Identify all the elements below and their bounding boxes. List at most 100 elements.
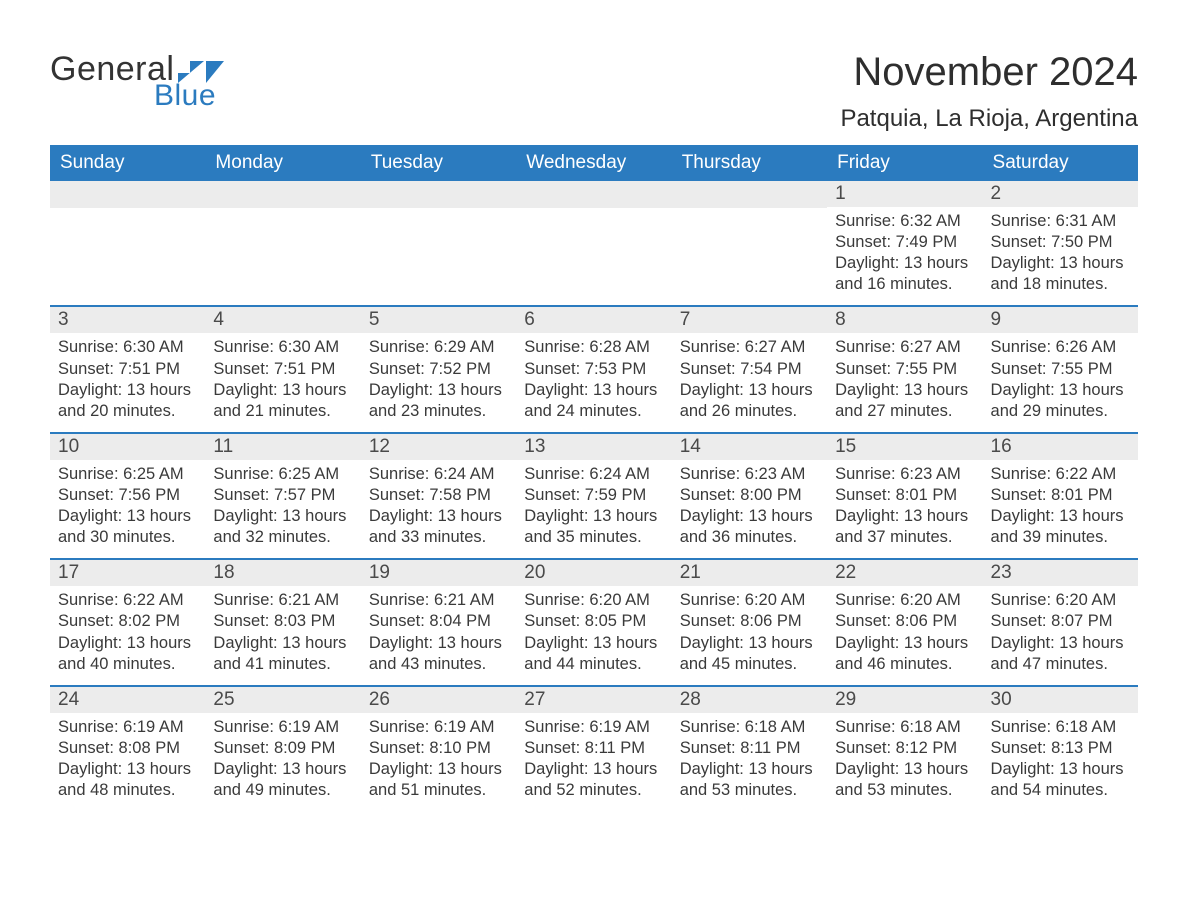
day-body: Sunrise: 6:30 AMSunset: 7:51 PMDaylight:… [50, 333, 205, 431]
empty-day-bar [50, 181, 205, 208]
day-day2: and 30 minutes. [58, 527, 197, 548]
day-cell: 22Sunrise: 6:20 AMSunset: 8:06 PMDayligh… [827, 558, 982, 684]
day-day2: and 32 minutes. [213, 527, 352, 548]
day-sunset: Sunset: 7:57 PM [213, 485, 352, 506]
day-day2: and 27 minutes. [835, 401, 974, 422]
day-day2: and 52 minutes. [524, 780, 663, 801]
weekday-thursday: Thursday [672, 145, 827, 181]
day-body: Sunrise: 6:22 AMSunset: 8:02 PMDaylight:… [50, 586, 205, 684]
day-cell: 15Sunrise: 6:23 AMSunset: 8:01 PMDayligh… [827, 432, 982, 558]
weeks: 1Sunrise: 6:32 AMSunset: 7:49 PMDaylight… [50, 181, 1138, 811]
day-number: 6 [516, 305, 671, 333]
day-sunset: Sunset: 8:08 PM [58, 738, 197, 759]
day-number: 16 [983, 432, 1138, 460]
day-sunset: Sunset: 7:58 PM [369, 485, 508, 506]
day-sunrise: Sunrise: 6:19 AM [369, 717, 508, 738]
weekday-monday: Monday [205, 145, 360, 181]
day-body: Sunrise: 6:25 AMSunset: 7:57 PMDaylight:… [205, 460, 360, 558]
day-sunrise: Sunrise: 6:18 AM [680, 717, 819, 738]
day-day1: Daylight: 13 hours [835, 380, 974, 401]
day-day1: Daylight: 13 hours [991, 633, 1130, 654]
day-sunset: Sunset: 8:00 PM [680, 485, 819, 506]
day-day1: Daylight: 13 hours [213, 759, 352, 780]
header-row: General Blue November 2024 Patquia, La R… [50, 50, 1138, 133]
day-number: 4 [205, 305, 360, 333]
day-cell: 26Sunrise: 6:19 AMSunset: 8:10 PMDayligh… [361, 685, 516, 811]
day-number: 18 [205, 558, 360, 586]
day-cell: 6Sunrise: 6:28 AMSunset: 7:53 PMDaylight… [516, 305, 671, 431]
day-sunrise: Sunrise: 6:18 AM [835, 717, 974, 738]
day-day2: and 45 minutes. [680, 654, 819, 675]
day-sunset: Sunset: 8:01 PM [835, 485, 974, 506]
day-cell: 29Sunrise: 6:18 AMSunset: 8:12 PMDayligh… [827, 685, 982, 811]
day-sunset: Sunset: 8:12 PM [835, 738, 974, 759]
day-body: Sunrise: 6:30 AMSunset: 7:51 PMDaylight:… [205, 333, 360, 431]
day-sunrise: Sunrise: 6:27 AM [835, 337, 974, 358]
day-day1: Daylight: 13 hours [991, 253, 1130, 274]
day-cell: 10Sunrise: 6:25 AMSunset: 7:56 PMDayligh… [50, 432, 205, 558]
day-sunset: Sunset: 8:10 PM [369, 738, 508, 759]
day-day1: Daylight: 13 hours [369, 506, 508, 527]
day-body: Sunrise: 6:21 AMSunset: 8:04 PMDaylight:… [361, 586, 516, 684]
day-day2: and 41 minutes. [213, 654, 352, 675]
day-body: Sunrise: 6:21 AMSunset: 8:03 PMDaylight:… [205, 586, 360, 684]
day-sunset: Sunset: 8:13 PM [991, 738, 1130, 759]
month-title: November 2024 [840, 50, 1138, 95]
day-sunrise: Sunrise: 6:19 AM [524, 717, 663, 738]
empty-day-bar [516, 181, 671, 208]
day-day2: and 44 minutes. [524, 654, 663, 675]
day-sunset: Sunset: 7:54 PM [680, 359, 819, 380]
day-day1: Daylight: 13 hours [680, 506, 819, 527]
day-day2: and 53 minutes. [835, 780, 974, 801]
day-body: Sunrise: 6:31 AMSunset: 7:50 PMDaylight:… [983, 207, 1138, 305]
day-cell: 13Sunrise: 6:24 AMSunset: 7:59 PMDayligh… [516, 432, 671, 558]
day-sunrise: Sunrise: 6:24 AM [369, 464, 508, 485]
day-cell: 7Sunrise: 6:27 AMSunset: 7:54 PMDaylight… [672, 305, 827, 431]
day-number: 1 [827, 181, 982, 207]
day-day1: Daylight: 13 hours [58, 506, 197, 527]
day-day1: Daylight: 13 hours [835, 253, 974, 274]
day-body: Sunrise: 6:23 AMSunset: 8:00 PMDaylight:… [672, 460, 827, 558]
day-body: Sunrise: 6:19 AMSunset: 8:08 PMDaylight:… [50, 713, 205, 811]
day-number: 24 [50, 685, 205, 713]
day-cell: 17Sunrise: 6:22 AMSunset: 8:02 PMDayligh… [50, 558, 205, 684]
day-number: 21 [672, 558, 827, 586]
week-row: 17Sunrise: 6:22 AMSunset: 8:02 PMDayligh… [50, 558, 1138, 684]
weekday-friday: Friday [827, 145, 982, 181]
empty-day-bar [672, 181, 827, 208]
day-number: 25 [205, 685, 360, 713]
week-row: 24Sunrise: 6:19 AMSunset: 8:08 PMDayligh… [50, 685, 1138, 811]
day-cell: 20Sunrise: 6:20 AMSunset: 8:05 PMDayligh… [516, 558, 671, 684]
day-sunset: Sunset: 7:52 PM [369, 359, 508, 380]
weekday-wednesday: Wednesday [516, 145, 671, 181]
day-sunset: Sunset: 8:11 PM [680, 738, 819, 759]
day-sunrise: Sunrise: 6:25 AM [213, 464, 352, 485]
day-sunset: Sunset: 7:59 PM [524, 485, 663, 506]
day-sunrise: Sunrise: 6:22 AM [991, 464, 1130, 485]
day-sunset: Sunset: 7:50 PM [991, 232, 1130, 253]
empty-day-bar [205, 181, 360, 208]
week-row: 10Sunrise: 6:25 AMSunset: 7:56 PMDayligh… [50, 432, 1138, 558]
day-sunrise: Sunrise: 6:30 AM [213, 337, 352, 358]
day-sunrise: Sunrise: 6:28 AM [524, 337, 663, 358]
day-cell [361, 181, 516, 305]
day-sunset: Sunset: 7:56 PM [58, 485, 197, 506]
day-sunset: Sunset: 7:51 PM [213, 359, 352, 380]
day-sunset: Sunset: 8:09 PM [213, 738, 352, 759]
day-number: 12 [361, 432, 516, 460]
day-sunset: Sunset: 8:04 PM [369, 611, 508, 632]
title-block: November 2024 Patquia, La Rioja, Argenti… [840, 50, 1138, 133]
day-sunset: Sunset: 8:05 PM [524, 611, 663, 632]
location: Patquia, La Rioja, Argentina [840, 105, 1138, 133]
day-cell: 11Sunrise: 6:25 AMSunset: 7:57 PMDayligh… [205, 432, 360, 558]
day-number: 11 [205, 432, 360, 460]
day-body: Sunrise: 6:18 AMSunset: 8:12 PMDaylight:… [827, 713, 982, 811]
day-day2: and 48 minutes. [58, 780, 197, 801]
day-body: Sunrise: 6:24 AMSunset: 7:58 PMDaylight:… [361, 460, 516, 558]
day-sunrise: Sunrise: 6:30 AM [58, 337, 197, 358]
day-cell [516, 181, 671, 305]
day-sunset: Sunset: 8:02 PM [58, 611, 197, 632]
day-sunrise: Sunrise: 6:26 AM [991, 337, 1130, 358]
day-day1: Daylight: 13 hours [680, 633, 819, 654]
day-day1: Daylight: 13 hours [369, 633, 508, 654]
